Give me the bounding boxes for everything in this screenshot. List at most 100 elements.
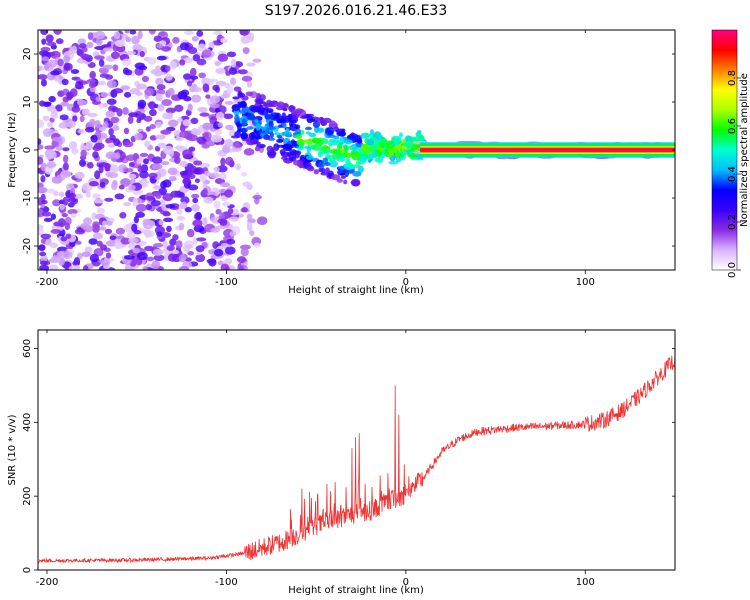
spectrogram-cell xyxy=(214,177,225,185)
spectrogram-cell xyxy=(239,244,251,250)
spectrogram-cell xyxy=(153,254,165,262)
spectrogram-cell xyxy=(217,122,223,128)
spectrogram-cell xyxy=(260,131,265,138)
spectrogram-cell xyxy=(242,181,252,187)
spectrogram-cell xyxy=(220,37,228,44)
spectrogram-cell xyxy=(110,116,120,124)
spectrogram-cell xyxy=(60,236,68,242)
spectrogram-cell xyxy=(220,157,226,167)
spectrogram-cell xyxy=(182,178,190,185)
spectrogram-cell xyxy=(46,59,58,68)
spectrogram-cell xyxy=(178,222,185,231)
spectrogram-cell xyxy=(44,145,56,150)
spectrogram-cell xyxy=(48,95,56,103)
spectrogram-cell xyxy=(81,47,88,53)
spectrogram-cell xyxy=(161,99,173,106)
snr-frame xyxy=(37,329,676,571)
spectrogram-cell xyxy=(156,55,167,61)
spectrogram-cell xyxy=(235,163,242,171)
snr-panel: -200 -100 0 100 0 200 400 600 Height of straig… xyxy=(7,329,676,596)
spectrogram-cell xyxy=(237,256,247,264)
spectrogram-cell xyxy=(277,118,287,124)
spectrogram-cell xyxy=(110,51,120,60)
spectrogram-cell xyxy=(75,80,84,90)
spectrogram-cell xyxy=(202,132,209,138)
spectrogram-cell xyxy=(317,151,323,158)
spectrogram-cell xyxy=(228,67,238,75)
spectrogram-cell xyxy=(69,88,78,97)
spectrogram-cell xyxy=(92,193,101,199)
spectrogram-cell xyxy=(68,140,78,150)
spectrogram-cell xyxy=(366,138,374,146)
spectrogram-cell xyxy=(89,253,99,263)
spectrogram-cell xyxy=(172,36,180,44)
spectrogram-cell xyxy=(255,123,261,131)
colorbar-label: Normalized spectral amplitude xyxy=(739,73,750,227)
spectrogram-cell xyxy=(105,110,115,118)
spectrogram-cell xyxy=(43,217,53,223)
spectrogram-cell xyxy=(305,131,311,135)
spectrogram-cell xyxy=(182,244,190,253)
spectrogram-cell xyxy=(209,95,221,104)
spectrogram-cell xyxy=(346,160,352,167)
spectrogram-cell xyxy=(62,147,70,152)
spectrogram-cell xyxy=(248,230,255,236)
spectrogram-cell xyxy=(139,170,149,179)
spectrogram-cell xyxy=(187,251,195,256)
spectrogram-cell xyxy=(38,182,44,189)
spectrogram-cell xyxy=(287,113,293,121)
spectrogram-cell xyxy=(136,158,142,165)
spectrogram-cell xyxy=(248,132,256,140)
spectrogram-cell xyxy=(326,155,336,163)
colorbar-ticks: 0.0 0.2 0.4 0.6 0.8 xyxy=(727,70,741,278)
spectrogram-cell xyxy=(338,141,343,145)
spectrogram-cell xyxy=(77,129,85,134)
spectrogram-cell xyxy=(63,154,69,164)
spectrogram-cell xyxy=(159,199,166,206)
spectrogram-cell xyxy=(41,38,47,45)
spectrogram-cell xyxy=(45,239,52,247)
spectrogram-cell xyxy=(213,166,220,172)
spectrogram-cell xyxy=(98,59,105,67)
spectrogram-cell xyxy=(163,217,174,223)
spectrogram-cell xyxy=(403,140,413,148)
spectrogram-cell xyxy=(322,157,328,162)
spectrogram-cell xyxy=(343,179,348,185)
spectrogram-cell xyxy=(46,160,56,169)
spectrogram-cells xyxy=(38,30,675,270)
spectrogram-cell xyxy=(109,134,116,141)
spectrogram-cell xyxy=(226,51,237,58)
spectrogram-cell xyxy=(94,30,106,40)
spectrogram-cell xyxy=(151,156,163,164)
spectrogram-cell xyxy=(160,210,170,215)
spectrogram-cell xyxy=(38,65,45,71)
spectrogram-cell xyxy=(41,211,52,217)
spectrogram-cell xyxy=(340,175,346,179)
colorbar-gradient xyxy=(711,29,738,271)
spectrogram-cell xyxy=(38,156,44,165)
spectrogram-cell xyxy=(340,129,345,137)
spectrogram-cell xyxy=(114,238,121,244)
spectrogram-cell xyxy=(238,69,248,75)
spectrogram-cell xyxy=(58,122,69,129)
spectrogram-cell xyxy=(395,157,402,163)
spectrogram-cell xyxy=(312,143,322,151)
snr-background xyxy=(38,330,675,570)
spectrogram-cell xyxy=(123,254,135,260)
spectrogram-cell xyxy=(168,119,179,127)
spectrogram-cell xyxy=(245,91,254,97)
spectrogram-cell xyxy=(55,104,63,112)
spectrogram-cell xyxy=(152,248,164,256)
spectrogram-cell xyxy=(41,56,49,62)
spectrogram-cell xyxy=(302,139,312,143)
spectrogram-cell xyxy=(50,70,60,76)
colorbar-tick-label: 0.8 xyxy=(727,70,738,86)
spectrogram-cell xyxy=(126,154,136,162)
spectrogram-cell xyxy=(241,171,248,177)
spectrogram-cell xyxy=(106,79,117,89)
spectrogram-cell xyxy=(213,248,224,257)
spectrogram-cell xyxy=(183,30,194,35)
spectrogram-cell xyxy=(262,134,271,140)
spectrogram-cell xyxy=(105,221,113,226)
spectrogram-cell xyxy=(102,220,108,226)
